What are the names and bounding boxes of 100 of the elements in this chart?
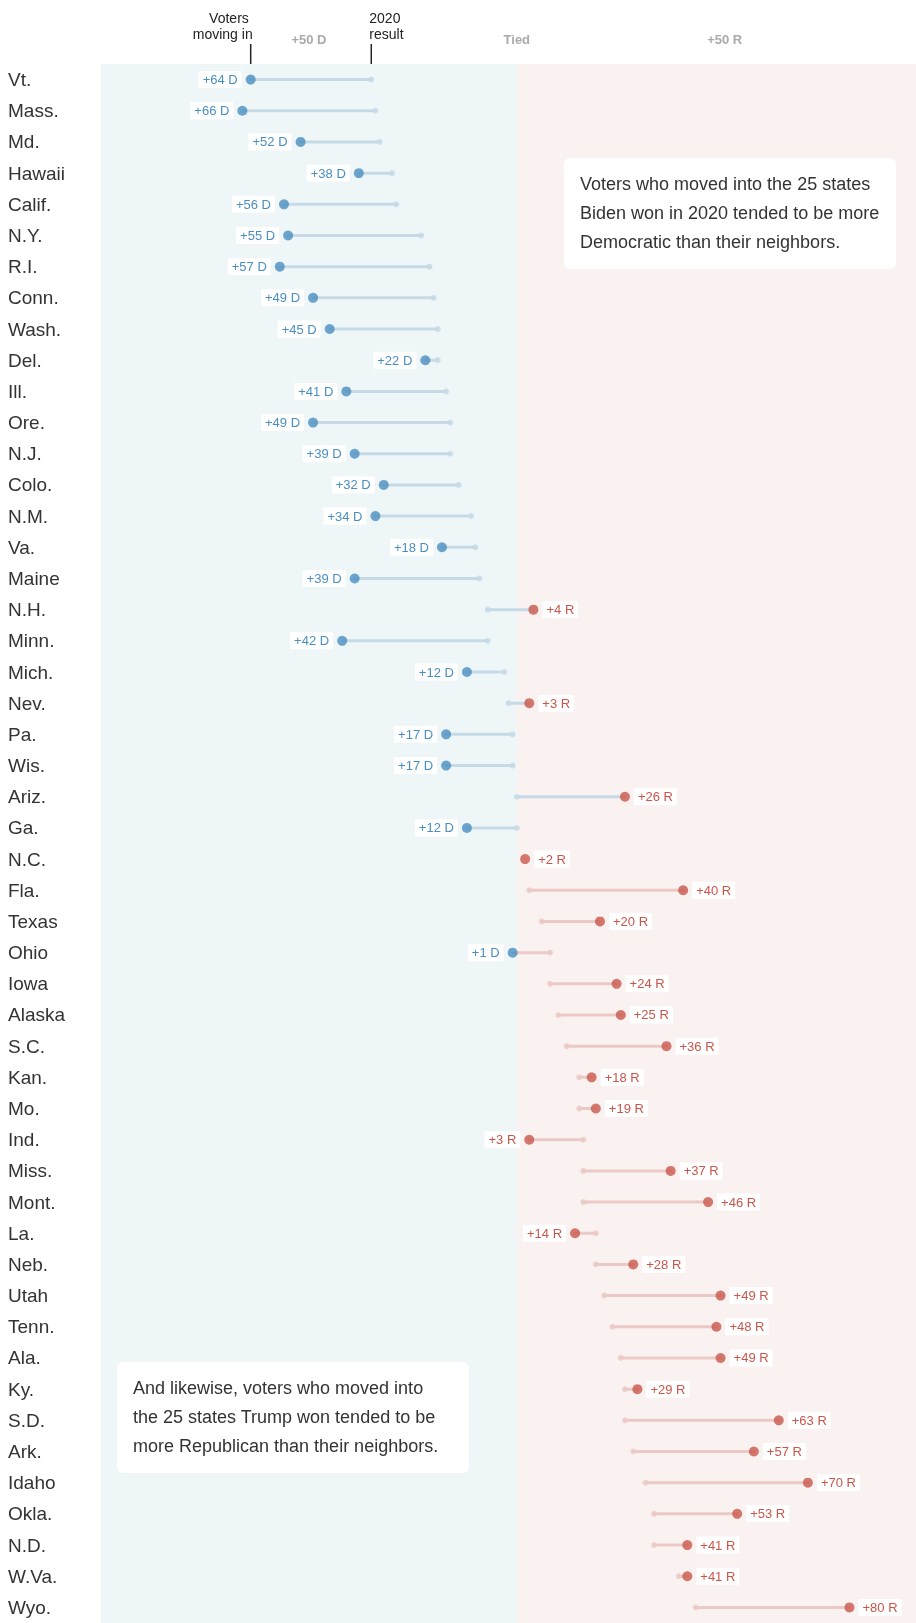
y-tick-label: Mo. — [8, 1098, 40, 1120]
annotation: +52 D — [252, 134, 288, 150]
annotation: +42 D — [294, 633, 330, 649]
y-tick-label: Tenn. — [8, 1316, 55, 1338]
y-tick-label: Wis. — [8, 755, 45, 777]
annotation: +80 R — [862, 1599, 898, 1615]
text: Voters moving in — [192, 10, 253, 42]
y-tick-label: Miss. — [8, 1160, 53, 1182]
annotation: +28 R — [646, 1256, 682, 1272]
annotation: Voters who moved into the 25 states Biden won in 2020 tended to be more Democratic than their neighbors. — [564, 158, 896, 269]
y-tick-label: Wash. — [8, 318, 62, 340]
y-tick-label: S.D. — [8, 1409, 45, 1431]
y-tick-label: S.C. — [8, 1035, 45, 1057]
annotation: +41 R — [700, 1568, 736, 1584]
y-tick-label: Vt. — [8, 69, 32, 91]
y-tick-label: Okla. — [8, 1503, 53, 1525]
y-tick-label: Ill. — [8, 380, 27, 402]
annotation: +34 D — [327, 508, 363, 524]
annotation: +70 R — [820, 1475, 856, 1491]
annotation: +14 R — [526, 1225, 563, 1241]
y-tick-label: La. — [8, 1222, 35, 1244]
y-tick-label: N.M. — [8, 505, 49, 527]
annotation: And likewise, voters who moved into the 25 states Trump won tended to be more Republican than their neighbors. — [117, 1362, 469, 1473]
y-tick-label: N.Y. — [8, 224, 43, 246]
x-tick-label: +50 D — [291, 32, 327, 47]
y-tick-label: Conn. — [8, 287, 59, 309]
y-tick-label: R.I. — [8, 256, 38, 278]
y-tick-label: Neb. — [8, 1253, 49, 1275]
y-tick-label: Hawaii — [8, 162, 66, 184]
y-tick-label: Calif. — [8, 193, 52, 215]
annotation: +66 D — [194, 103, 230, 119]
annotation: +63 R — [791, 1412, 827, 1428]
annotation: +2 R — [538, 851, 566, 867]
annotation: +1 D — [471, 945, 500, 961]
y-tick-label: N.H. — [8, 599, 46, 621]
annotation: +12 D — [418, 820, 454, 836]
y-tick-label: Ohio — [8, 942, 49, 964]
y-tick-label: Pa. — [8, 723, 37, 745]
annotation: +41 D — [298, 383, 334, 399]
annotation: +20 R — [612, 913, 649, 929]
annotation: +56 D — [235, 196, 271, 212]
x-tick-label: Tied — [503, 32, 531, 47]
y-tick-label: N.J. — [8, 443, 42, 465]
annotation: +39 D — [306, 570, 342, 586]
y-tick-label: Md. — [8, 131, 40, 153]
y-tick-label: Mich. — [8, 661, 54, 683]
y-tick-label: N.C. — [8, 848, 46, 870]
y-tick-label: Utah — [8, 1285, 49, 1307]
y-tick-label: Mont. — [8, 1191, 56, 1213]
y-tick-label: Ariz. — [8, 786, 46, 808]
annotation: +18 R — [604, 1069, 640, 1085]
y-tick-label: Kan. — [8, 1066, 48, 1088]
y-tick-label: Va. — [8, 536, 36, 558]
y-tick-label: Nev. — [8, 692, 46, 714]
annotation: +57 R — [766, 1444, 802, 1460]
y-tick-label: Wyo. — [8, 1596, 52, 1618]
y-tick-label: Ind. — [8, 1129, 40, 1151]
annotation: +18 D — [393, 539, 429, 555]
annotation: +32 D — [335, 477, 371, 493]
annotation: +17 D — [398, 758, 434, 774]
y-tick-label: Alaska — [8, 1004, 66, 1026]
y-tick-label: Minn. — [8, 630, 55, 652]
annotation: +38 D — [310, 165, 346, 181]
annotation: +12 D — [418, 664, 454, 680]
annotation: +53 R — [750, 1506, 786, 1522]
y-tick-label: Ala. — [8, 1347, 41, 1369]
y-tick-label: Idaho — [8, 1472, 56, 1494]
y-tick-label: Ky. — [8, 1378, 35, 1400]
y-tick-label: W.Va. — [8, 1565, 58, 1587]
annotation: +57 D — [231, 259, 267, 275]
y-tick-label: Ark. — [8, 1441, 42, 1463]
annotation: +49 R — [733, 1288, 769, 1304]
annotation: +45 D — [281, 321, 317, 337]
y-tick-label: Fla. — [8, 879, 40, 901]
annotation: +17 D — [398, 726, 434, 742]
annotation: +37 R — [683, 1163, 719, 1179]
annotation: +26 R — [637, 789, 673, 805]
annotation: +64 D — [202, 72, 238, 88]
annotation: +49 D — [265, 290, 301, 306]
annotation: +40 R — [696, 882, 732, 898]
annotation: +49 D — [265, 415, 301, 431]
y-tick-label: N.D. — [8, 1534, 46, 1556]
annotation: +48 R — [729, 1319, 765, 1335]
y-tick-label: Ga. — [8, 817, 39, 839]
annotation: +4 R — [546, 602, 575, 618]
annotation: +46 R — [721, 1194, 757, 1210]
annotation: +39 D — [306, 446, 342, 462]
x-tick-label: +50 R — [707, 32, 743, 47]
annotation: +55 D — [240, 227, 276, 243]
annotation: +25 R — [633, 1007, 669, 1023]
annotation: +24 R — [629, 976, 665, 992]
annotation: +36 R — [679, 1038, 715, 1054]
annotation: +41 R — [700, 1537, 736, 1553]
y-tick-label: Maine — [8, 567, 60, 589]
annotation: +19 R — [608, 1101, 644, 1117]
y-tick-label: Colo. — [8, 474, 53, 496]
annotation: +3 R — [488, 1132, 517, 1148]
annotation: +49 R — [733, 1350, 769, 1366]
annotation: +22 D — [377, 352, 413, 368]
y-tick-label: Iowa — [8, 973, 49, 995]
